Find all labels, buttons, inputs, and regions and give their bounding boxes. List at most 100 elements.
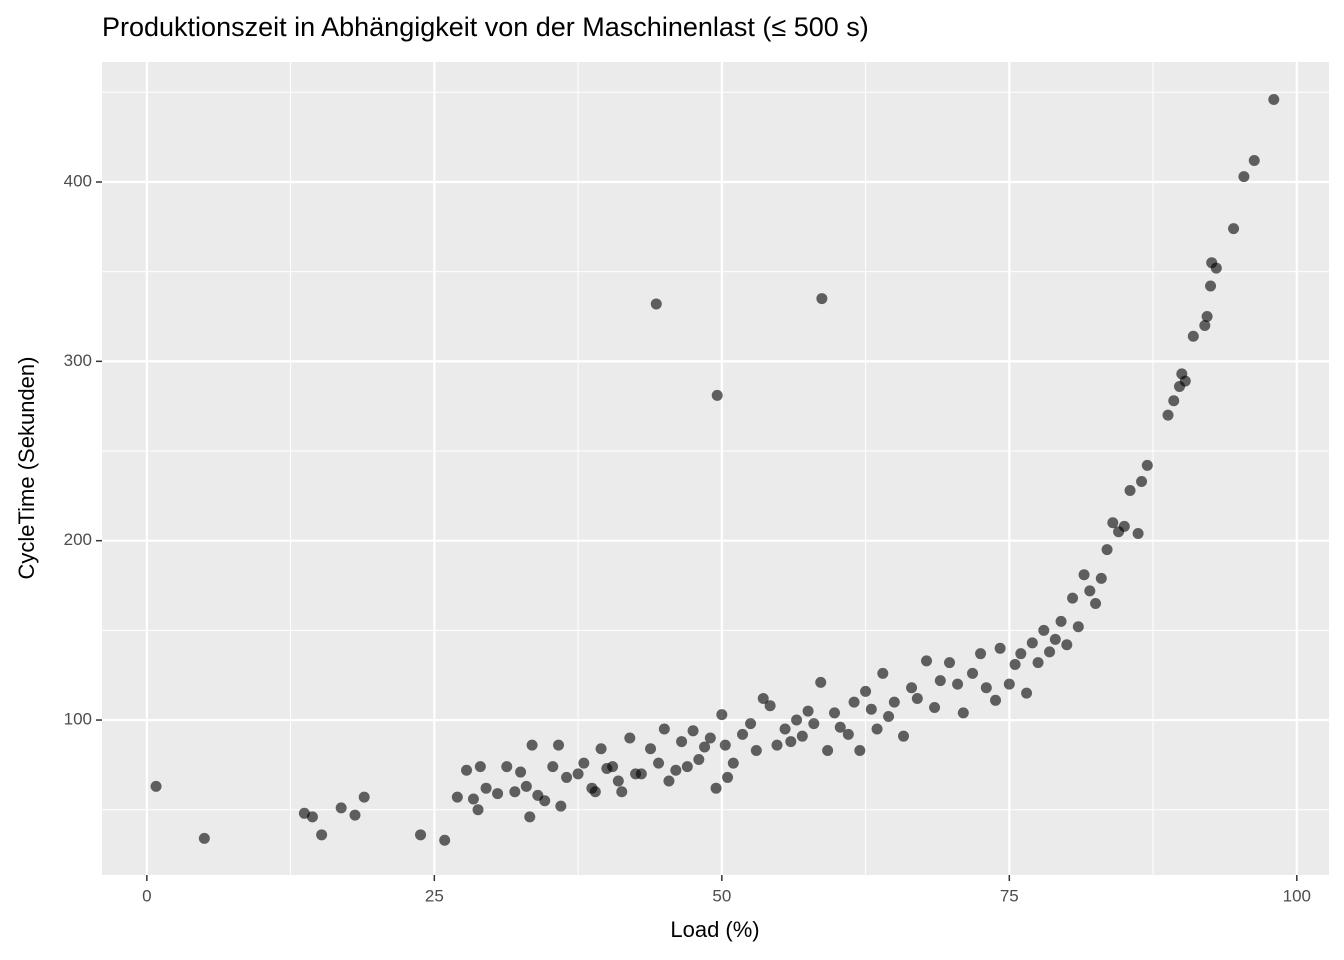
point (1044, 646, 1056, 658)
point (1268, 93, 1280, 105)
point (1124, 484, 1136, 496)
point (796, 730, 808, 742)
point (990, 694, 1002, 706)
point (1003, 678, 1015, 690)
x-axis-title: Load (%) (670, 917, 759, 942)
point (871, 723, 883, 735)
point (612, 775, 624, 787)
point (561, 771, 573, 783)
point (616, 786, 628, 798)
point (704, 732, 716, 744)
point (150, 780, 162, 792)
point (1067, 592, 1079, 604)
point (595, 743, 607, 755)
point (934, 675, 946, 687)
point (670, 764, 682, 776)
point (547, 761, 559, 773)
y-axis-title: CycleTime (Sekunden) (14, 357, 39, 580)
point (1205, 280, 1217, 292)
point (693, 753, 705, 765)
point (306, 811, 318, 823)
point (1132, 528, 1144, 540)
point (722, 771, 734, 783)
point (1168, 395, 1180, 407)
point (578, 757, 590, 769)
point (967, 667, 979, 679)
point (822, 745, 834, 757)
point (1021, 687, 1033, 699)
point (711, 389, 723, 401)
point (335, 802, 347, 814)
point (1187, 330, 1199, 342)
point (980, 682, 992, 694)
x-tick-label: 25 (425, 886, 444, 905)
point (1141, 459, 1153, 471)
point (1228, 223, 1240, 235)
point (624, 732, 636, 744)
y-tick-label: 100 (64, 710, 92, 729)
point (1201, 310, 1213, 322)
point (779, 723, 791, 735)
point (815, 676, 827, 688)
point (553, 739, 565, 751)
point (658, 723, 670, 735)
point (929, 701, 941, 713)
point (526, 739, 538, 751)
point (829, 707, 841, 719)
point (1090, 597, 1102, 609)
chart-title: Produktionszeit in Abhängigkeit von der … (102, 12, 869, 42)
point (994, 642, 1006, 654)
point (764, 700, 776, 712)
point (492, 788, 504, 800)
point (1118, 520, 1130, 532)
point (1049, 633, 1061, 645)
point (650, 298, 662, 310)
point (1238, 171, 1250, 183)
point (653, 757, 665, 769)
point (1248, 154, 1260, 166)
point (802, 705, 814, 717)
point (1072, 621, 1084, 633)
point (681, 761, 693, 773)
point (699, 741, 711, 753)
point (515, 766, 527, 778)
point (635, 768, 647, 780)
point (467, 793, 479, 805)
y-tick-label: 300 (64, 351, 92, 370)
point (520, 780, 532, 792)
point (816, 293, 828, 305)
point (358, 791, 370, 803)
point (791, 714, 803, 726)
point (1162, 409, 1174, 421)
point (957, 707, 969, 719)
point (555, 800, 567, 812)
point (415, 829, 427, 841)
point (539, 795, 551, 807)
y-tick-label: 200 (64, 530, 92, 549)
point (663, 775, 675, 787)
point (834, 721, 846, 733)
point (952, 678, 964, 690)
point (842, 728, 854, 740)
point (1095, 572, 1107, 584)
x-tick-label: 75 (1000, 886, 1019, 905)
point (501, 761, 513, 773)
point (1199, 319, 1211, 331)
point (1055, 615, 1067, 627)
point (645, 743, 657, 755)
point (808, 718, 820, 730)
point (1032, 657, 1044, 669)
point (461, 764, 473, 776)
point (848, 696, 860, 708)
point (439, 834, 451, 846)
point (1078, 569, 1090, 581)
point (589, 786, 601, 798)
point (1009, 658, 1021, 670)
point (785, 736, 797, 748)
point (480, 782, 492, 794)
point (1107, 517, 1119, 529)
point (771, 739, 783, 751)
point (474, 761, 486, 773)
point (1038, 624, 1050, 636)
